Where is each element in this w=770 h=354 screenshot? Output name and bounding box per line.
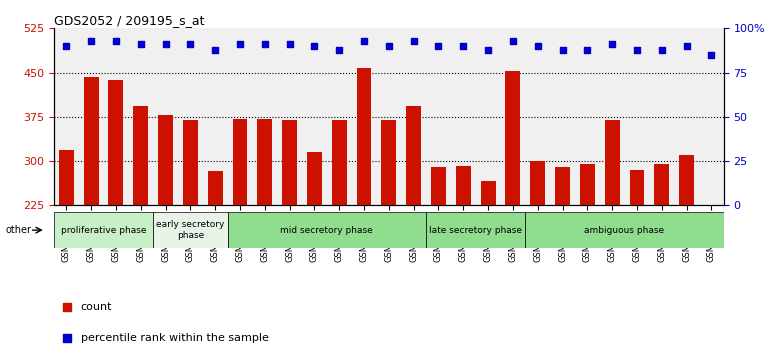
Bar xyxy=(630,170,644,205)
Bar xyxy=(654,164,669,205)
Point xyxy=(110,38,122,44)
Point xyxy=(383,43,395,49)
Text: count: count xyxy=(81,302,112,312)
FancyBboxPatch shape xyxy=(228,212,426,248)
Bar xyxy=(59,150,74,205)
Point xyxy=(85,38,97,44)
Point xyxy=(209,47,221,52)
Bar xyxy=(381,120,397,205)
Bar xyxy=(679,155,694,205)
Point xyxy=(581,47,594,52)
Text: percentile rank within the sample: percentile rank within the sample xyxy=(81,333,269,343)
Point xyxy=(507,38,519,44)
Text: other: other xyxy=(5,225,32,235)
Bar xyxy=(84,77,99,205)
Point xyxy=(60,43,72,49)
Point xyxy=(135,41,147,47)
Point xyxy=(333,47,346,52)
Bar xyxy=(282,120,297,205)
Bar xyxy=(505,72,521,205)
FancyBboxPatch shape xyxy=(153,212,228,248)
Bar xyxy=(480,181,496,205)
Bar xyxy=(208,171,223,205)
Point xyxy=(557,47,569,52)
Point xyxy=(308,43,320,49)
Text: mid secretory phase: mid secretory phase xyxy=(280,225,373,235)
Point xyxy=(655,47,668,52)
Point xyxy=(358,38,370,44)
Text: late secretory phase: late secretory phase xyxy=(429,225,522,235)
Bar xyxy=(456,166,470,205)
Point xyxy=(482,47,494,52)
Point xyxy=(407,38,420,44)
Bar xyxy=(257,119,273,205)
Text: ambiguous phase: ambiguous phase xyxy=(584,225,665,235)
Bar xyxy=(407,106,421,205)
Point xyxy=(283,41,296,47)
Point xyxy=(259,41,271,47)
Point xyxy=(631,47,643,52)
Bar xyxy=(158,115,173,205)
FancyBboxPatch shape xyxy=(426,212,525,248)
Bar xyxy=(580,164,594,205)
Bar xyxy=(531,161,545,205)
Point xyxy=(705,52,718,58)
Bar xyxy=(431,167,446,205)
Bar xyxy=(109,80,123,205)
Point xyxy=(504,171,517,176)
Point xyxy=(457,43,470,49)
Bar xyxy=(604,120,620,205)
Text: proliferative phase: proliferative phase xyxy=(61,225,146,235)
Text: GDS2052 / 209195_s_at: GDS2052 / 209195_s_at xyxy=(54,14,204,27)
Bar xyxy=(307,152,322,205)
Point xyxy=(432,43,444,49)
Point xyxy=(681,43,693,49)
Bar xyxy=(332,120,346,205)
Point xyxy=(531,43,544,49)
Point xyxy=(184,41,196,47)
Bar xyxy=(133,106,148,205)
Point xyxy=(159,41,172,47)
Bar xyxy=(357,68,371,205)
Bar xyxy=(233,119,247,205)
Text: early secretory
phase: early secretory phase xyxy=(156,221,225,240)
FancyBboxPatch shape xyxy=(54,212,153,248)
FancyBboxPatch shape xyxy=(525,212,724,248)
Point xyxy=(606,41,618,47)
Bar xyxy=(555,167,570,205)
Point xyxy=(234,41,246,47)
Bar xyxy=(183,120,198,205)
